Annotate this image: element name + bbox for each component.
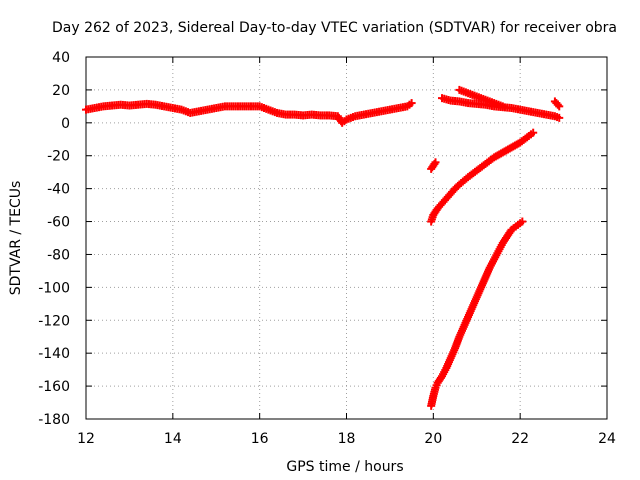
y-tick-label: 0 [61,116,70,132]
x-tick-label: 14 [164,431,182,447]
y-tick-label: -20 [47,149,70,165]
y-tick-label: -160 [38,379,70,395]
series-arc-6 [427,128,538,226]
data-point [555,113,564,122]
data-point [498,102,507,111]
series-arc-3 [455,85,507,111]
data-points [82,85,564,410]
y-tick-label: -40 [47,182,70,198]
axis-ticks: 12 14 16 18 20 22 24 -180 -160 -140 -120 -100 -80 -60… [38,50,616,447]
y-tick-label: -180 [38,412,70,428]
data-point [555,102,564,111]
y-axis-title: SDTVAR / TECUs [8,181,24,296]
series-arc-4 [550,97,564,111]
data-point [518,217,527,226]
data-point [431,158,440,167]
y-tick-label: -140 [38,346,70,362]
x-tick-label: 22 [511,431,529,447]
data-point [407,99,416,108]
series-arc-1 [82,99,416,127]
y-tick-label: 40 [52,50,70,66]
data-point [430,159,439,168]
y-tick-label: -100 [38,280,70,296]
series-arc-5 [427,158,440,173]
y-tick-label: 20 [52,83,70,99]
x-tick-label: 20 [424,431,442,447]
x-tick-label: 18 [338,431,356,447]
chart-title: Day 262 of 2023, Sidereal Day-to-day VTE… [52,20,617,36]
x-tick-label: 12 [77,431,95,447]
x-axis-title: GPS time / hours [286,459,403,475]
y-tick-label: -80 [47,247,70,263]
x-tick-label: 24 [598,431,616,447]
data-point [529,128,538,137]
x-tick-label: 16 [251,431,269,447]
y-tick-label: -120 [38,313,70,329]
data-point [553,100,562,109]
y-tick-label: -60 [47,215,70,231]
series-arc-7 [427,217,527,410]
